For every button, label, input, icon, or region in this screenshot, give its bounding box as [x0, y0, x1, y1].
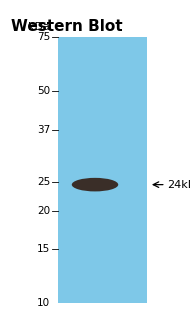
Text: 24kDa: 24kDa [168, 180, 190, 190]
Bar [58, 37, 147, 303]
Text: kDa: kDa [28, 22, 50, 32]
Text: 37: 37 [37, 125, 50, 135]
Text: 25: 25 [37, 177, 50, 187]
Text: 15: 15 [37, 244, 50, 254]
Ellipse shape [72, 178, 118, 192]
Text: 10: 10 [37, 298, 50, 308]
Text: 75: 75 [37, 32, 50, 42]
Text: 20: 20 [37, 206, 50, 216]
Text: Western Blot: Western Blot [11, 19, 123, 34]
Text: 50: 50 [37, 86, 50, 95]
